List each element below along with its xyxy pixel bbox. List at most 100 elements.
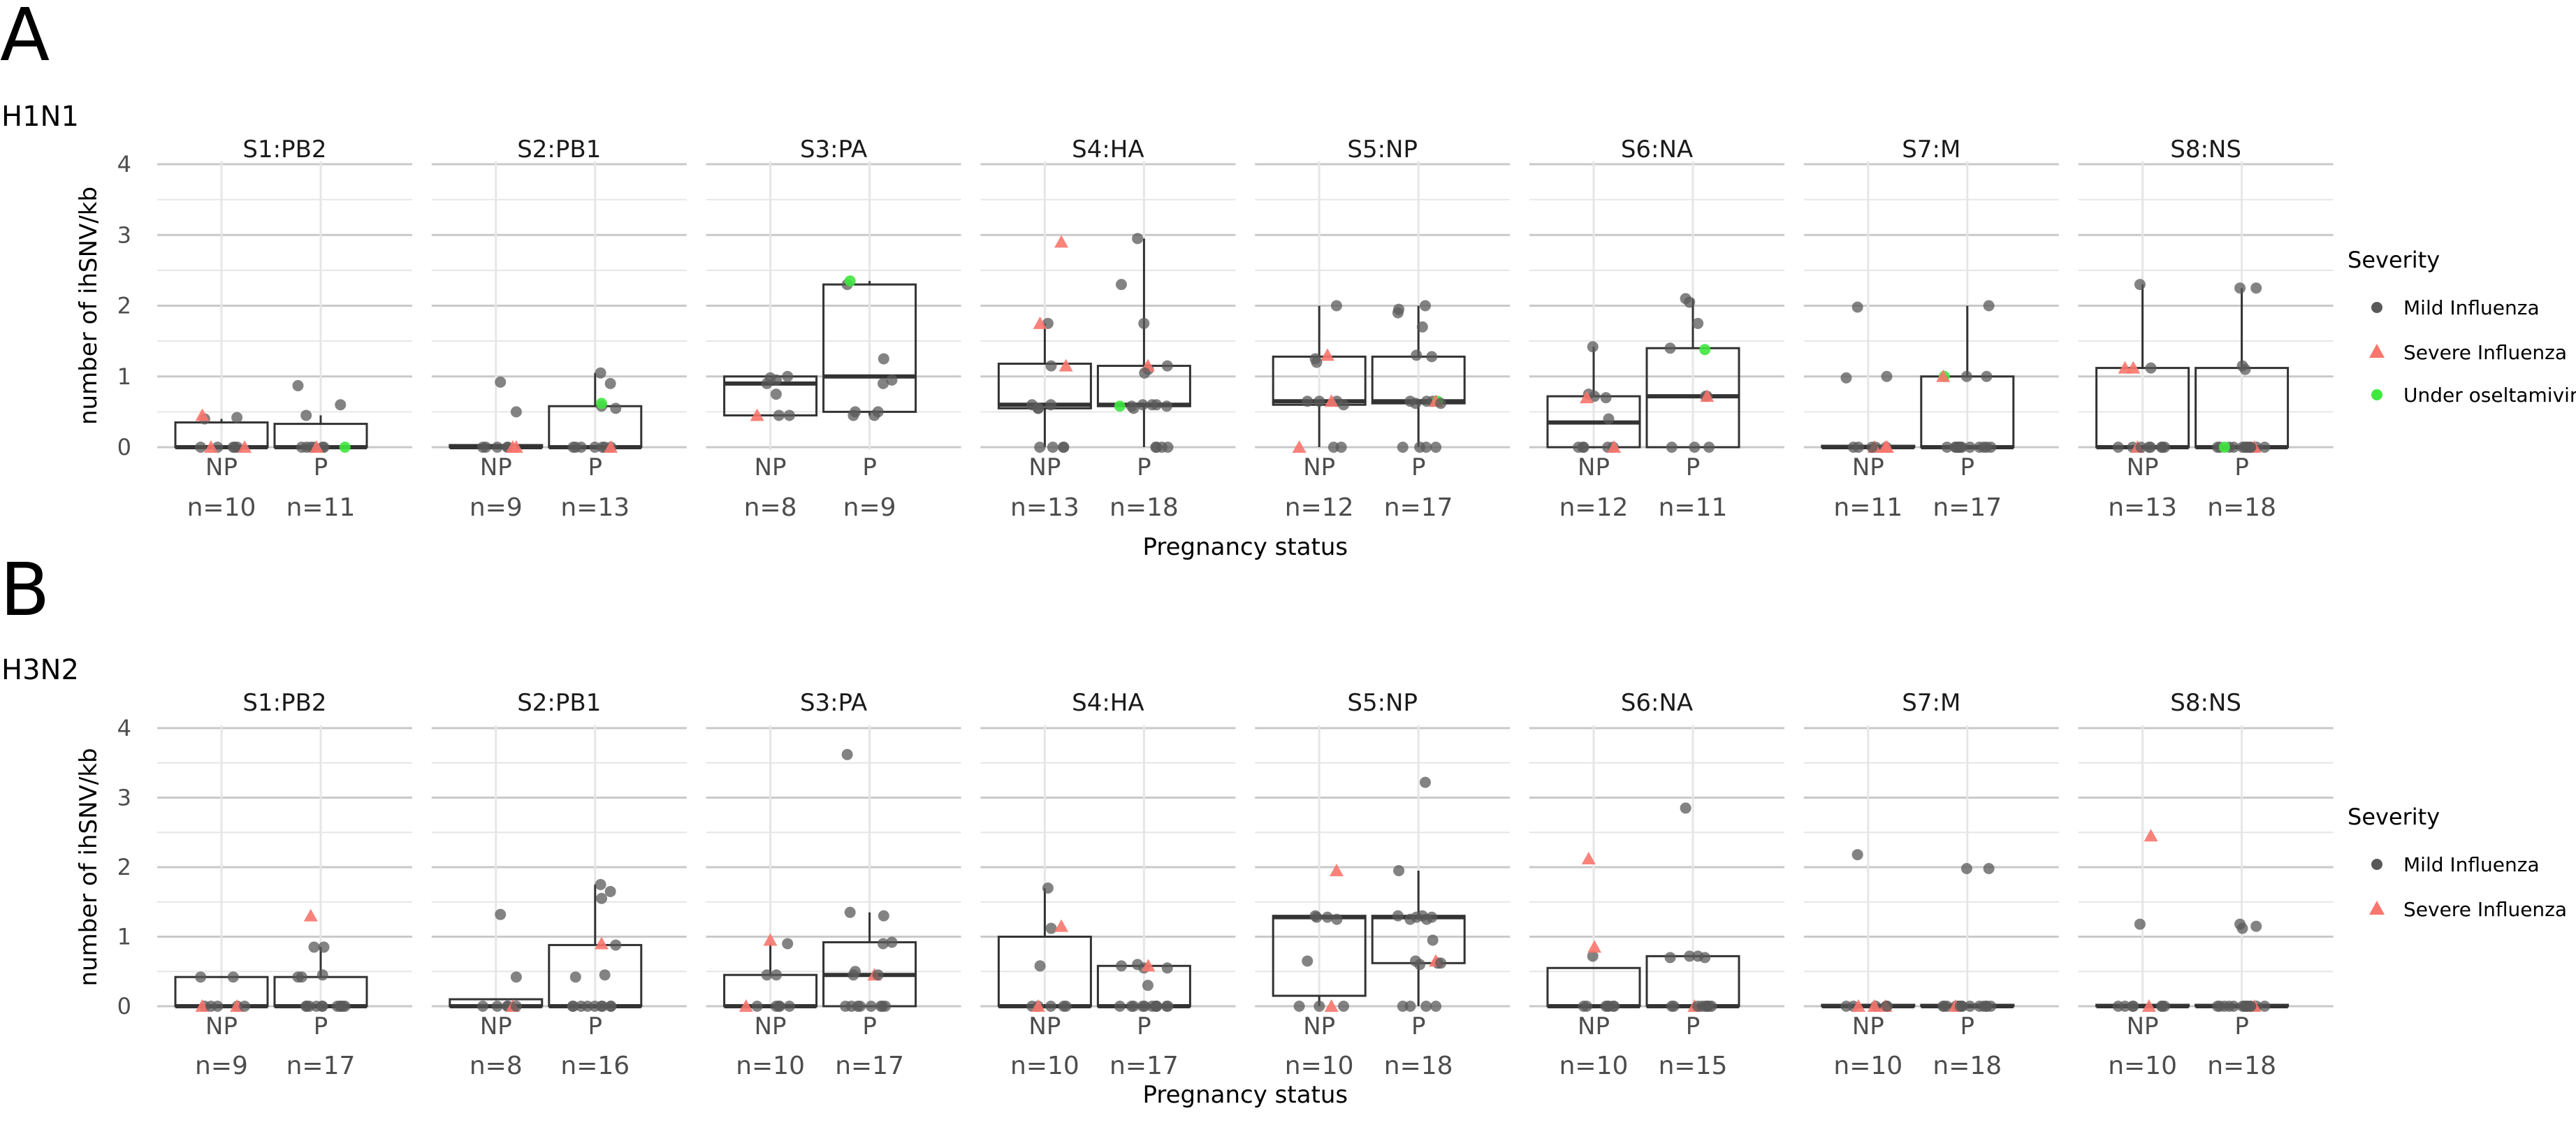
point-mild bbox=[878, 353, 889, 365]
facet-title: S8:NS bbox=[2170, 136, 2241, 164]
point-mild bbox=[1393, 864, 1405, 876]
point-mild bbox=[231, 412, 243, 423]
point-mild bbox=[575, 442, 587, 453]
x-tick-label: P bbox=[2234, 1013, 2249, 1040]
y-tick-label: 2 bbox=[117, 854, 131, 880]
point-mild bbox=[771, 374, 783, 386]
facet-s2-pb1: S2:PB1 NP n=9 Pn=13 bbox=[431, 136, 687, 522]
legend: Severity Mild Influenza Severe Influenza bbox=[2348, 804, 2567, 921]
legend-severe-icon bbox=[2369, 344, 2385, 358]
point-mild bbox=[1392, 910, 1404, 922]
point-mild bbox=[1703, 442, 1715, 453]
point-mild bbox=[2134, 918, 2146, 930]
point-severe bbox=[1329, 863, 1344, 876]
point-mild bbox=[1419, 776, 1431, 788]
facet-title: S6:NA bbox=[1621, 689, 1693, 717]
x-tick-label: P bbox=[1411, 1013, 1426, 1040]
n-count: n=12 bbox=[1559, 493, 1629, 522]
point-mild bbox=[1974, 442, 1986, 453]
legend-oseltamivir-icon bbox=[2371, 389, 2382, 400]
point-mild bbox=[1139, 367, 1151, 379]
n-count: n=12 bbox=[1285, 493, 1354, 522]
point-mild bbox=[878, 910, 889, 922]
point-mild bbox=[1974, 1001, 1986, 1012]
point-mild bbox=[1983, 300, 1995, 312]
n-count: n=10 bbox=[2108, 1052, 2177, 1080]
y-tick-label: 1 bbox=[117, 924, 131, 950]
point-mild bbox=[1338, 1001, 1350, 1012]
x-tick-label: P bbox=[1137, 1013, 1151, 1040]
point-mild bbox=[300, 442, 312, 453]
x-tick-label: P bbox=[862, 453, 877, 481]
point-mild bbox=[1692, 317, 1704, 329]
point-mild bbox=[2144, 442, 2156, 453]
x-tick-label: NP bbox=[1303, 453, 1335, 481]
point-severe bbox=[1580, 391, 1594, 404]
point-mild bbox=[1964, 1001, 1976, 1012]
facet-title: S7:M bbox=[1902, 136, 1960, 164]
point-mild bbox=[195, 971, 207, 983]
n-count: n=10 bbox=[1285, 1052, 1354, 1080]
point-severe bbox=[1867, 999, 1882, 1012]
point-mild bbox=[610, 402, 622, 414]
n-count: n=9 bbox=[470, 493, 523, 522]
point-mild bbox=[239, 1001, 251, 1012]
point-mild bbox=[783, 409, 795, 421]
panel-letter: A bbox=[0, 0, 50, 78]
point-mild bbox=[1045, 922, 1057, 934]
point-mild bbox=[1338, 399, 1350, 411]
point-mild bbox=[605, 1001, 617, 1012]
x-tick-label: NP bbox=[205, 1013, 238, 1040]
n-count: n=17 bbox=[1109, 1052, 1179, 1080]
point-severe bbox=[1851, 999, 1865, 1012]
facet-s1-pb2: S1:PB2 NP n=9 Pn=17 bbox=[157, 689, 412, 1080]
point-mild bbox=[844, 906, 856, 918]
point-mild bbox=[1666, 442, 1678, 453]
point-mild bbox=[1392, 307, 1404, 319]
facet-s8-ns: S8:NS NP n=13 Pn=18 bbox=[2078, 136, 2334, 522]
n-count: n=10 bbox=[1559, 1052, 1629, 1080]
point-mild bbox=[872, 406, 884, 418]
facet-s6-na: S6:NA NP n=10 Pn=15 bbox=[1529, 689, 1784, 1080]
point-mild bbox=[510, 1001, 522, 1012]
point-mild bbox=[595, 367, 606, 379]
point-mild bbox=[1327, 442, 1339, 453]
point-severe bbox=[1587, 940, 1602, 953]
x-tick-label: P bbox=[1686, 1013, 1701, 1040]
point-oseltamivir bbox=[595, 398, 607, 409]
legend-label: Mild Influenza bbox=[2403, 296, 2540, 319]
point-mild bbox=[1042, 882, 1054, 894]
box-body bbox=[997, 363, 1092, 409]
point-mild bbox=[2236, 922, 2248, 934]
point-mild bbox=[1115, 279, 1127, 291]
point-mild bbox=[1311, 356, 1323, 368]
point-severe bbox=[1292, 440, 1307, 453]
point-mild bbox=[1314, 1001, 1325, 1012]
point-severe bbox=[203, 440, 218, 453]
point-mild bbox=[2112, 442, 2124, 453]
point-mild bbox=[770, 389, 782, 400]
point-mild bbox=[1851, 849, 1863, 861]
legend-label: Under oseltamivir bbox=[2403, 384, 2576, 407]
point-mild bbox=[1960, 370, 1972, 382]
facet-title: S4:HA bbox=[1072, 689, 1144, 717]
x-axis-title: Pregnancy status bbox=[1142, 1081, 1348, 1109]
point-mild bbox=[292, 971, 304, 983]
point-severe bbox=[2118, 361, 2132, 374]
point-mild bbox=[1587, 341, 1599, 353]
point-mild bbox=[2239, 363, 2251, 375]
point-oseltamivir bbox=[1114, 400, 1126, 412]
facet-title: S4:HA bbox=[1072, 136, 1144, 164]
facet-title: S3:PA bbox=[800, 689, 867, 717]
point-mild bbox=[761, 969, 773, 981]
legend-title: Severity bbox=[2348, 247, 2440, 273]
point-mild bbox=[1137, 399, 1149, 411]
point-severe bbox=[195, 999, 210, 1012]
n-count: n=9 bbox=[843, 493, 896, 522]
point-mild bbox=[1684, 296, 1696, 308]
point-mild bbox=[1941, 442, 1953, 453]
point-mild bbox=[1330, 300, 1342, 312]
point-mild bbox=[300, 409, 312, 421]
point-mild bbox=[841, 748, 853, 760]
point-mild bbox=[1058, 442, 1070, 453]
